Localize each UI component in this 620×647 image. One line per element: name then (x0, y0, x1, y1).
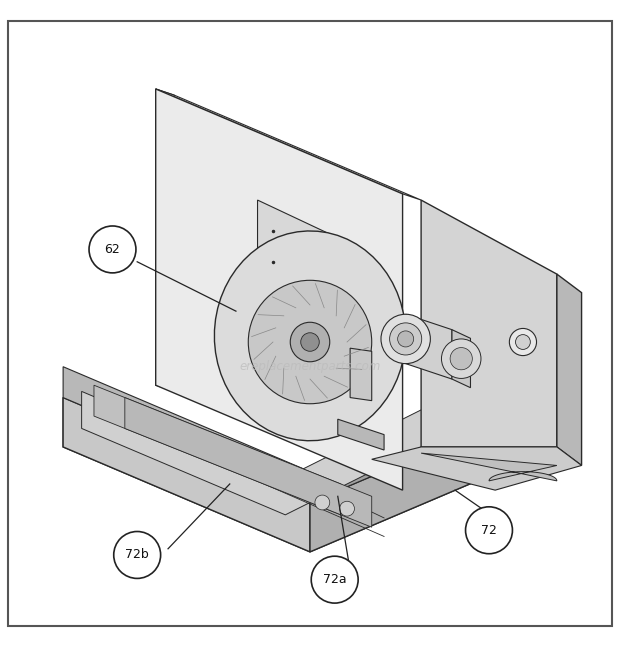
Circle shape (397, 331, 414, 347)
Polygon shape (156, 89, 402, 490)
Circle shape (315, 495, 330, 510)
Text: 72: 72 (481, 524, 497, 537)
Polygon shape (338, 419, 384, 450)
Text: 62: 62 (105, 243, 120, 256)
Polygon shape (372, 447, 582, 490)
Circle shape (516, 334, 530, 349)
Polygon shape (215, 231, 405, 441)
Polygon shape (405, 314, 452, 379)
Polygon shape (452, 330, 471, 388)
Circle shape (381, 314, 430, 364)
Polygon shape (310, 367, 557, 503)
Polygon shape (63, 397, 310, 552)
Circle shape (340, 501, 355, 516)
Circle shape (301, 333, 319, 351)
Polygon shape (125, 397, 372, 527)
Polygon shape (350, 348, 372, 400)
Circle shape (89, 226, 136, 273)
Polygon shape (310, 397, 557, 552)
Text: 72a: 72a (323, 573, 347, 586)
Polygon shape (557, 274, 582, 465)
Circle shape (450, 347, 472, 370)
Circle shape (113, 531, 161, 578)
Text: 72b: 72b (125, 549, 149, 562)
Polygon shape (421, 200, 557, 447)
Polygon shape (63, 397, 557, 552)
Polygon shape (63, 367, 310, 503)
Circle shape (510, 329, 536, 356)
Polygon shape (156, 89, 421, 200)
Circle shape (311, 556, 358, 603)
Circle shape (290, 322, 330, 362)
Polygon shape (421, 453, 557, 481)
Circle shape (466, 507, 513, 554)
Polygon shape (82, 391, 433, 515)
Text: ereplacementparts.com: ereplacementparts.com (239, 360, 381, 373)
Polygon shape (156, 89, 174, 391)
Polygon shape (94, 385, 341, 515)
Circle shape (441, 339, 481, 378)
Circle shape (389, 323, 422, 355)
Circle shape (248, 280, 372, 404)
Polygon shape (257, 200, 363, 305)
